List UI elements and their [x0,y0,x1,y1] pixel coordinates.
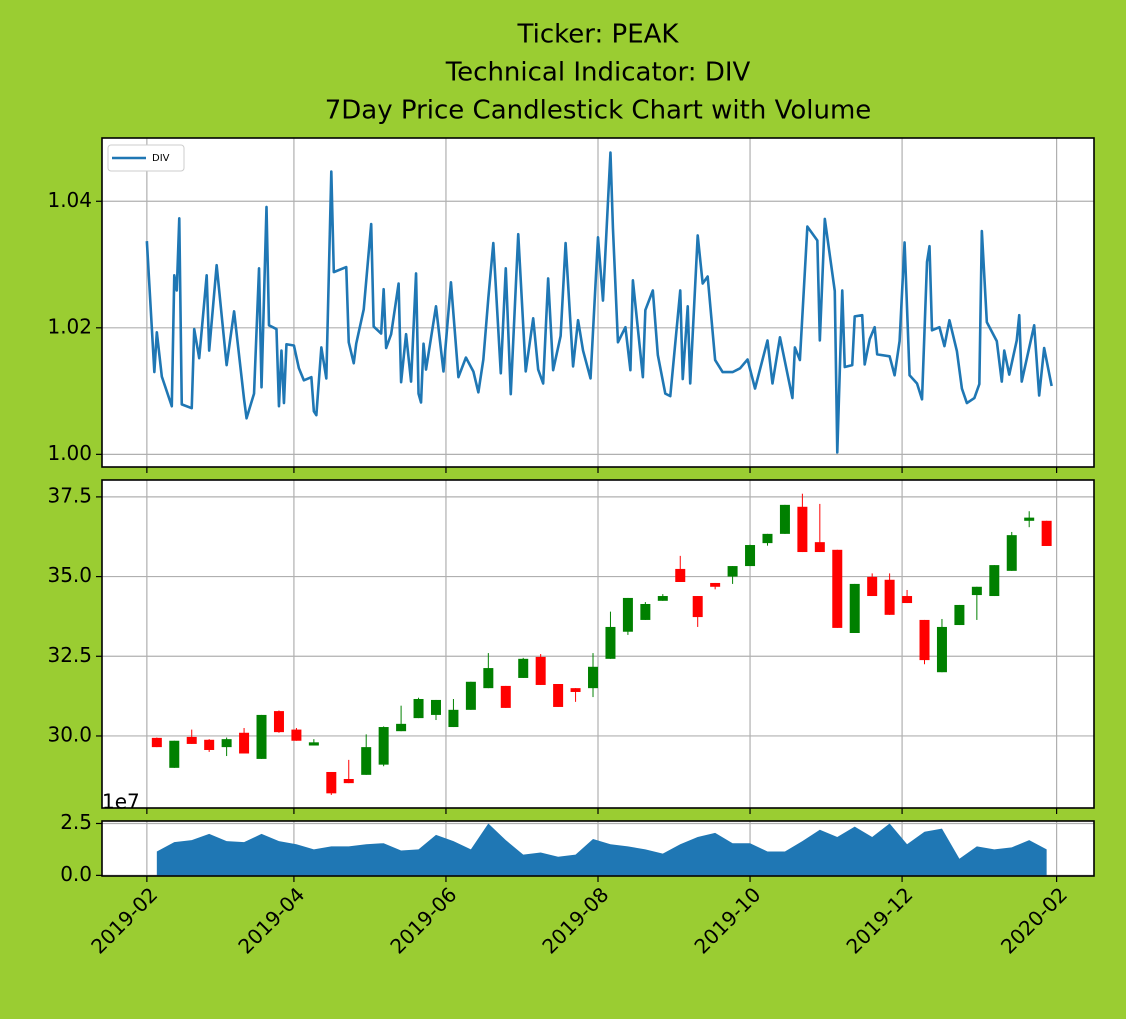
candle-body [553,684,564,707]
candle-body [797,506,808,553]
candle-body [535,656,546,685]
candle-body [483,668,494,689]
series-group [151,493,1052,795]
y-tick-label: 1.04 [47,188,92,212]
candle-body [396,723,407,732]
candle-body [448,709,459,728]
candle-body [640,603,651,620]
chart-title: Ticker: PEAK [517,20,680,50]
y-tick-label: 37.5 [47,483,92,507]
candle-body [186,736,197,744]
legend: DIV [107,144,185,172]
candle-body [1024,517,1035,521]
candle-body [308,742,319,746]
candle-body [622,597,633,632]
plot-frame [101,137,1095,468]
candle-body [657,596,668,601]
candle-body [239,732,250,754]
line-series [145,151,1053,454]
candle-body [936,626,947,673]
chart-title: 7Day Price Candlestick Chart with Volume [325,96,872,126]
candle-body [378,727,389,765]
candle-body [814,542,825,553]
candle-body [343,778,354,784]
candle-body [291,729,302,741]
area-series [156,823,1047,876]
candle-body [954,604,965,626]
chart-title: Technical Indicator: DIV [445,58,751,88]
candle-body [221,739,232,748]
candle-body [902,596,913,604]
candle-body [500,685,511,708]
y-tick-label: 35.0 [47,563,92,587]
candle-body [675,568,686,583]
legend-label: DIV [152,153,170,164]
y-tick-label: 0.0 [60,862,92,886]
candle-body [465,681,476,710]
candle-body [361,747,372,775]
candle-body [867,576,878,597]
candle-body [692,596,703,618]
candle-body [832,549,843,628]
plot-frame [101,479,1095,809]
candle-body [169,740,180,768]
candle-body [762,533,773,544]
candle-body [884,579,895,615]
y-tick-label: 1.00 [47,441,92,465]
candle-body [588,666,599,689]
candle-body [919,619,930,661]
y-tick-label: 32.5 [47,643,92,667]
candle-body [989,565,1000,597]
candle-body [151,737,162,748]
series-group [145,151,1053,454]
candle-body [745,545,756,567]
candle-body [518,658,529,678]
candle-body [273,711,284,733]
y-tick-label: 1.02 [47,314,92,338]
candle-body [204,739,215,750]
candle-body [1006,535,1017,571]
candle-body [413,698,424,719]
candle-body [430,699,441,715]
candle-body [710,582,721,587]
candle-body [727,566,738,577]
candle-body [570,688,581,692]
plot-frame [101,820,1095,877]
series-group [156,823,1047,876]
candle-body [256,714,267,759]
candle-body [1041,520,1052,546]
offset-label: 1e7 [102,790,140,814]
y-tick-label: 30.0 [47,722,92,746]
candle-body [605,626,616,659]
candle-body [326,771,337,794]
candle-body [971,586,982,596]
candle-body [779,504,790,534]
y-tick-label: 2.5 [60,810,92,834]
candle-body [849,583,860,634]
